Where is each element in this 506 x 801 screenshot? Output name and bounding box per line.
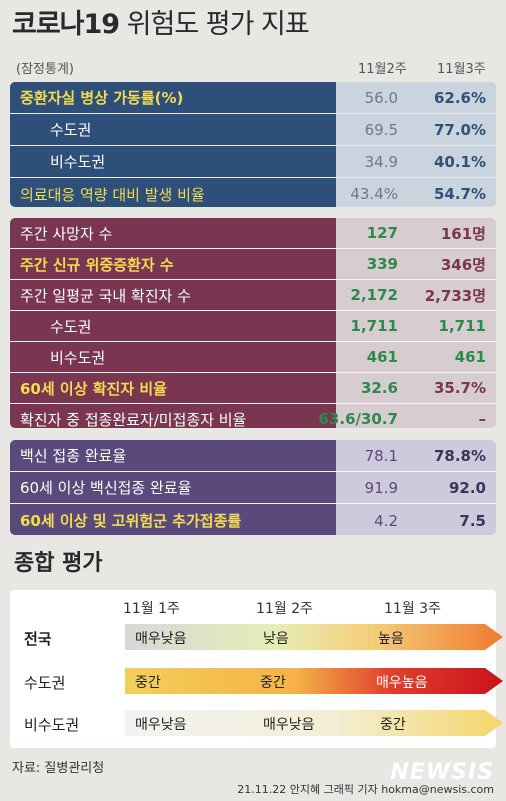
row-label: 수도권 [10,114,336,145]
week2-value: 63.6/30.7 [318,410,399,428]
table-row: 비수도권 461 461 [10,342,496,373]
trend-arrow-province [125,710,503,736]
credit-line: 21.11.22 안지혜 그래픽 기자 hokma@newsis.com [237,783,494,796]
trend-arrow-nation [125,624,503,650]
row-label: 주간 신규 위중증환자 수 [10,249,336,279]
page-title: 코로나19 위험도 평가 지표 [12,2,310,41]
table-row: 의료대응 역량 대비 발생 비율 43.4% 54.7% [10,178,496,207]
vaccine-indicator-panel: 백신 접종 완료율 78.1 78.8% 60세 이상 백신접종 완료율 91.… [10,440,496,535]
week3-value: 92.0 [448,478,486,497]
week3-value: 54.7% [433,185,486,203]
week3-value: 346명 [440,255,486,274]
table-row: 백신 접종 완료율 78.1 78.8% [10,440,496,472]
assessment-title: 종합 평가 [14,551,103,576]
row-label: 60세 이상 및 고위험군 추가접종률 [10,504,336,535]
week2-value: 4.2 [374,511,398,530]
source-note: 자료: 질병관리청 [12,761,105,776]
assessment-panel: 11월 1주 11월 2주 11월 3주 전국 매우낮음 낮음 높음 수도권 [10,590,503,748]
level-province-week3: 중간 [380,717,406,733]
row-label: 60세 이상 확진자 비율 [10,373,336,403]
row-label: 확진자 중 접종완료자/미접종자 비율 [10,404,336,428]
week3-value: 35.7% [433,379,486,397]
row-label: 주간 일평균 국내 확진자 수 [10,280,336,310]
region-label-nation: 전국 [24,630,52,648]
week3-value: 7.5 [459,511,486,530]
table-row: 수도권 69.5 77.0% [10,114,496,146]
row-label: 수도권 [10,311,336,341]
level-province-week2: 매우낮음 [263,717,315,733]
table-row: 확진자 중 접종완료자/미접종자 비율 63.6/30.7 – [10,404,496,428]
week3-value: 461 [454,348,486,366]
week2-value: 1,711 [350,317,398,335]
week2-value: 127 [366,224,398,242]
row-label: 중환자실 병상 가동률(%) [10,82,336,113]
week2-value: 43.4% [350,185,398,203]
table-row: 주간 신규 위중증환자 수 339 346명 [10,249,496,280]
row-label: 비수도권 [10,342,336,372]
week2-value: 91.9 [364,478,398,497]
week-header: 11월 3주 [384,601,441,617]
level-province-week1: 매우낮음 [135,717,187,733]
week3-value: 2,733명 [424,286,486,305]
week-header: 11월 2주 [256,601,313,617]
week2-value: 56.0 [364,88,398,107]
column-header-week2: 11월2주 [358,62,407,77]
week3-value: – [478,410,487,428]
table-row: 주간 사망자 수 127 161명 [10,218,496,249]
table-row: 중환자실 병상 가동률(%) 56.0 62.6% [10,82,496,114]
level-capital-week2: 중간 [260,675,286,691]
row-label: 주간 사망자 수 [10,218,336,248]
table-row: 60세 이상 확진자 비율 32.6 35.7% [10,373,496,404]
week2-value: 78.1 [364,446,398,465]
table-row: 60세 이상 및 고위험군 추가접종률 4.2 7.5 [10,504,496,535]
level-capital-week1: 중간 [135,675,161,691]
week2-value: 2,172 [350,286,398,304]
icu-indicator-panel: 중환자실 병상 가동률(%) 56.0 62.6% 수도권 69.5 77.0%… [10,82,496,207]
table-row: 주간 일평균 국내 확진자 수 2,172 2,733명 [10,280,496,311]
level-nation-week2: 낮음 [263,631,289,647]
level-nation-week1: 매우낮음 [135,631,187,647]
week3-value: 62.6% [433,88,486,107]
title-main: 코로나19 [12,9,120,40]
week-header: 11월 1주 [123,601,180,617]
table-row: 60세 이상 백신접종 완료율 91.9 92.0 [10,472,496,504]
row-label: 비수도권 [10,146,336,177]
region-label-capital: 수도권 [24,674,66,692]
week2-value: 34.9 [364,152,398,171]
week3-value: 161명 [440,224,486,243]
table-row: 비수도권 34.9 40.1% [10,146,496,178]
provisional-note: (잠정통계) [16,62,74,77]
table-row: 수도권 1,711 1,711 [10,311,496,342]
week3-value: 77.0% [433,120,486,139]
week3-value: 1,711 [438,317,486,335]
region-label-province: 비수도권 [24,716,80,734]
row-label: 의료대응 역량 대비 발생 비율 [10,178,336,207]
week3-value: 78.8% [433,446,486,465]
level-nation-week3: 높음 [378,631,404,647]
week2-value: 339 [366,255,398,273]
row-label: 백신 접종 완료율 [10,440,336,471]
week3-value: 40.1% [433,152,486,171]
trend-arrow-capital [125,668,503,694]
case-indicator-panel: 주간 사망자 수 127 161명 주간 신규 위중증환자 수 339 346명… [10,218,496,428]
column-header-week3: 11월3주 [437,62,486,77]
week2-value: 32.6 [360,379,398,397]
newsis-logo: NEWSIS [390,760,494,785]
week2-value: 461 [366,348,398,366]
level-capital-week3: 매우높음 [376,675,428,691]
week2-value: 69.5 [364,120,398,139]
row-label: 60세 이상 백신접종 완료율 [10,472,336,503]
title-rest: 위험도 평가 지표 [119,9,310,40]
